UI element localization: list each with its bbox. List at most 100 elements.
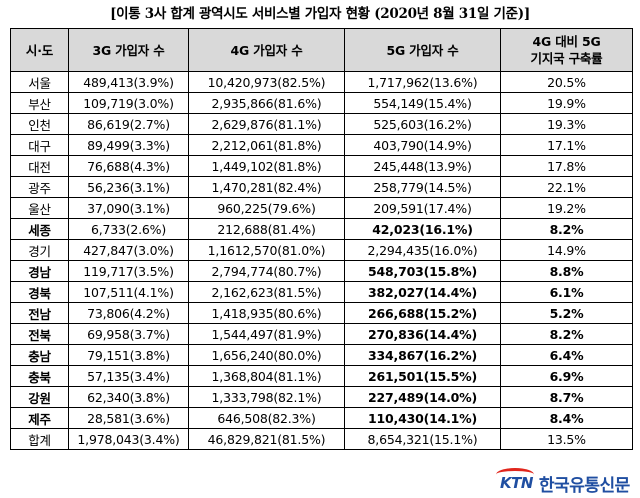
cell-region: 제주 [10, 407, 69, 429]
cell-region: 서울 [10, 71, 69, 93]
table-row: 울산 37,090(3.1%) 960,225(79.6%) 209,591(17.4… [10, 197, 633, 219]
cell-region: 전남 [10, 302, 69, 324]
cell-region: 경기 [10, 239, 69, 261]
cell-rate: 8.2% [500, 218, 633, 240]
cell-region: 경남 [10, 260, 69, 282]
cell-3g: 107,511(4.1%) [68, 281, 189, 303]
cell-4g: 2,935,866(81.6%) [188, 92, 345, 114]
cell-4g: 10,420,973(82.5%) [188, 71, 345, 93]
cell-region: 전북 [10, 323, 69, 345]
cell-5g: 227,489(14.0%) [344, 386, 501, 408]
cell-3g: 86,619(2.7%) [68, 113, 189, 135]
cell-region: 세종 [10, 218, 69, 240]
cell-rate: 14.9% [500, 239, 633, 261]
header-3g: 3G 가입자 수 [68, 28, 189, 72]
cell-4g: 646,508(82.3%) [188, 407, 345, 429]
cell-5g: 8,654,321(15.1%) [344, 428, 501, 450]
table-row: 전남 73,806(4.2%) 1,418,935(80.6%) 266,688(15… [10, 302, 633, 324]
table-row: 대전 76,688(4.3%) 1,449,102(81.8%) 245,448(13… [10, 155, 633, 177]
header-region: 시·도 [10, 28, 69, 72]
cell-rate: 6.1% [500, 281, 633, 303]
cell-3g: 427,847(3.0%) [68, 239, 189, 261]
table-row: 충남 79,151(3.8%) 1,656,240(80.0%) 334,867(16… [10, 344, 633, 366]
cell-4g: 1,368,804(81.1%) [188, 365, 345, 387]
cell-4g: 1,418,935(80.6%) [188, 302, 345, 324]
cell-4g: 1,656,240(80.0%) [188, 344, 345, 366]
logo-swoosh-icon [496, 468, 534, 481]
cell-3g: 57,135(3.4%) [68, 365, 189, 387]
cell-5g: 403,790(14.9%) [344, 134, 501, 156]
cell-rate: 19.9% [500, 92, 633, 114]
cell-5g: 110,430(14.1%) [344, 407, 501, 429]
cell-4g: 960,225(79.6%) [188, 197, 345, 219]
cell-3g: 89,499(3.3%) [68, 134, 189, 156]
table-row: 대구 89,499(3.3%) 2,212,061(81.8%) 403,790(14… [10, 134, 633, 156]
cell-region: 강원 [10, 386, 69, 408]
table-row: 경기 427,847(3.0%) 1,1612,570(81.0%) 2,294,43… [10, 239, 633, 261]
cell-rate: 19.3% [500, 113, 633, 135]
cell-rate: 6.4% [500, 344, 633, 366]
cell-3g: 62,340(3.8%) [68, 386, 189, 408]
cell-rate: 6.9% [500, 365, 633, 387]
cell-region: 인천 [10, 113, 69, 135]
cell-5g: 42,023(16.1%) [344, 218, 501, 240]
cell-4g: 1,333,798(82.1%) [188, 386, 345, 408]
cell-rate: 13.5% [500, 428, 633, 450]
cell-region: 경북 [10, 281, 69, 303]
cell-region: 대구 [10, 134, 69, 156]
cell-5g: 245,448(13.9%) [344, 155, 501, 177]
cell-4g: 2,212,061(81.8%) [188, 134, 345, 156]
cell-4g: 46,829,821(81.5%) [188, 428, 345, 450]
cell-4g: 1,470,281(82.4%) [188, 176, 345, 198]
cell-3g: 79,151(3.8%) [68, 344, 189, 366]
cell-5g: 554,149(15.4%) [344, 92, 501, 114]
header-rate-line2: 기지국 구축률 [530, 51, 603, 66]
cell-rate: 17.8% [500, 155, 633, 177]
cell-rate: 8.7% [500, 386, 633, 408]
cell-4g: 2,162,623(81.5%) [188, 281, 345, 303]
cell-5g: 334,867(16.2%) [344, 344, 501, 366]
cell-5g: 270,836(14.4%) [344, 323, 501, 345]
table-row: 전북 69,958(3.7%) 1,544,497(81.9%) 270,836(14… [10, 323, 633, 345]
table-title: [이통 3사 합계 광역시도 서비스별 가입자 현황 (2020년 8월 31일… [110, 6, 530, 22]
cell-region: 울산 [10, 197, 69, 219]
table-row: 세종 6,733(2.6%) 212,688(81.4%) 42,023(16.1%)… [10, 218, 633, 240]
table-row: 합계 1,978,043(3.4%) 46,829,821(81.5%) 8,654,… [10, 428, 633, 450]
table-row: 광주 56,236(3.1%) 1,470,281(82.4%) 258,779(14… [10, 176, 633, 198]
cell-3g: 489,413(3.9%) [68, 71, 189, 93]
cell-3g: 69,958(3.7%) [68, 323, 189, 345]
header-rate-line1: 4G 대비 5G [532, 34, 601, 49]
table-row: 경남 119,717(3.5%) 2,794,774(80.7%) 548,703(1… [10, 260, 633, 282]
cell-3g: 119,717(3.5%) [68, 260, 189, 282]
logo-mark: KTN [496, 468, 534, 492]
cell-rate: 20.5% [500, 71, 633, 93]
cell-rate: 5.2% [500, 302, 633, 324]
cell-5g: 548,703(15.8%) [344, 260, 501, 282]
table-row: 제주 28,581(3.6%) 646,508(82.3%) 110,430(14.1… [10, 407, 633, 429]
cell-region: 대전 [10, 155, 69, 177]
cell-4g: 1,449,102(81.8%) [188, 155, 345, 177]
cell-rate: 8.2% [500, 323, 633, 345]
cell-5g: 261,501(15.5%) [344, 365, 501, 387]
cell-region: 광주 [10, 176, 69, 198]
cell-3g: 56,236(3.1%) [68, 176, 189, 198]
cell-region: 충남 [10, 344, 69, 366]
table-row: 인천 86,619(2.7%) 2,629,876(81.1%) 525,603(16… [10, 113, 633, 135]
cell-rate: 22.1% [500, 176, 633, 198]
cell-region: 부산 [10, 92, 69, 114]
cell-rate: 8.4% [500, 407, 633, 429]
cell-4g: 2,794,774(80.7%) [188, 260, 345, 282]
table-header-row: 시·도 3G 가입자 수 4G 가입자 수 5G 가입자 수 4G 대비 5G … [10, 28, 633, 72]
cell-3g: 73,806(4.2%) [68, 302, 189, 324]
cell-4g: 1,544,497(81.9%) [188, 323, 345, 345]
header-5g: 5G 가입자 수 [344, 28, 501, 72]
publisher-logo: KTN 한국유통신문 [496, 468, 630, 496]
cell-4g: 1,1612,570(81.0%) [188, 239, 345, 261]
table-row: 충북 57,135(3.4%) 1,368,804(81.1%) 261,501(15… [10, 365, 633, 387]
cell-4g: 2,629,876(81.1%) [188, 113, 345, 135]
cell-5g: 525,603(16.2%) [344, 113, 501, 135]
header-rate: 4G 대비 5G 기지국 구축률 [500, 28, 633, 72]
table-row: 강원 62,340(3.8%) 1,333,798(82.1%) 227,489(14… [10, 386, 633, 408]
table-body: 서울 489,413(3.9%) 10,420,973(82.5%) 1,717,96… [10, 71, 633, 450]
table-row: 서울 489,413(3.9%) 10,420,973(82.5%) 1,717,96… [10, 71, 633, 93]
